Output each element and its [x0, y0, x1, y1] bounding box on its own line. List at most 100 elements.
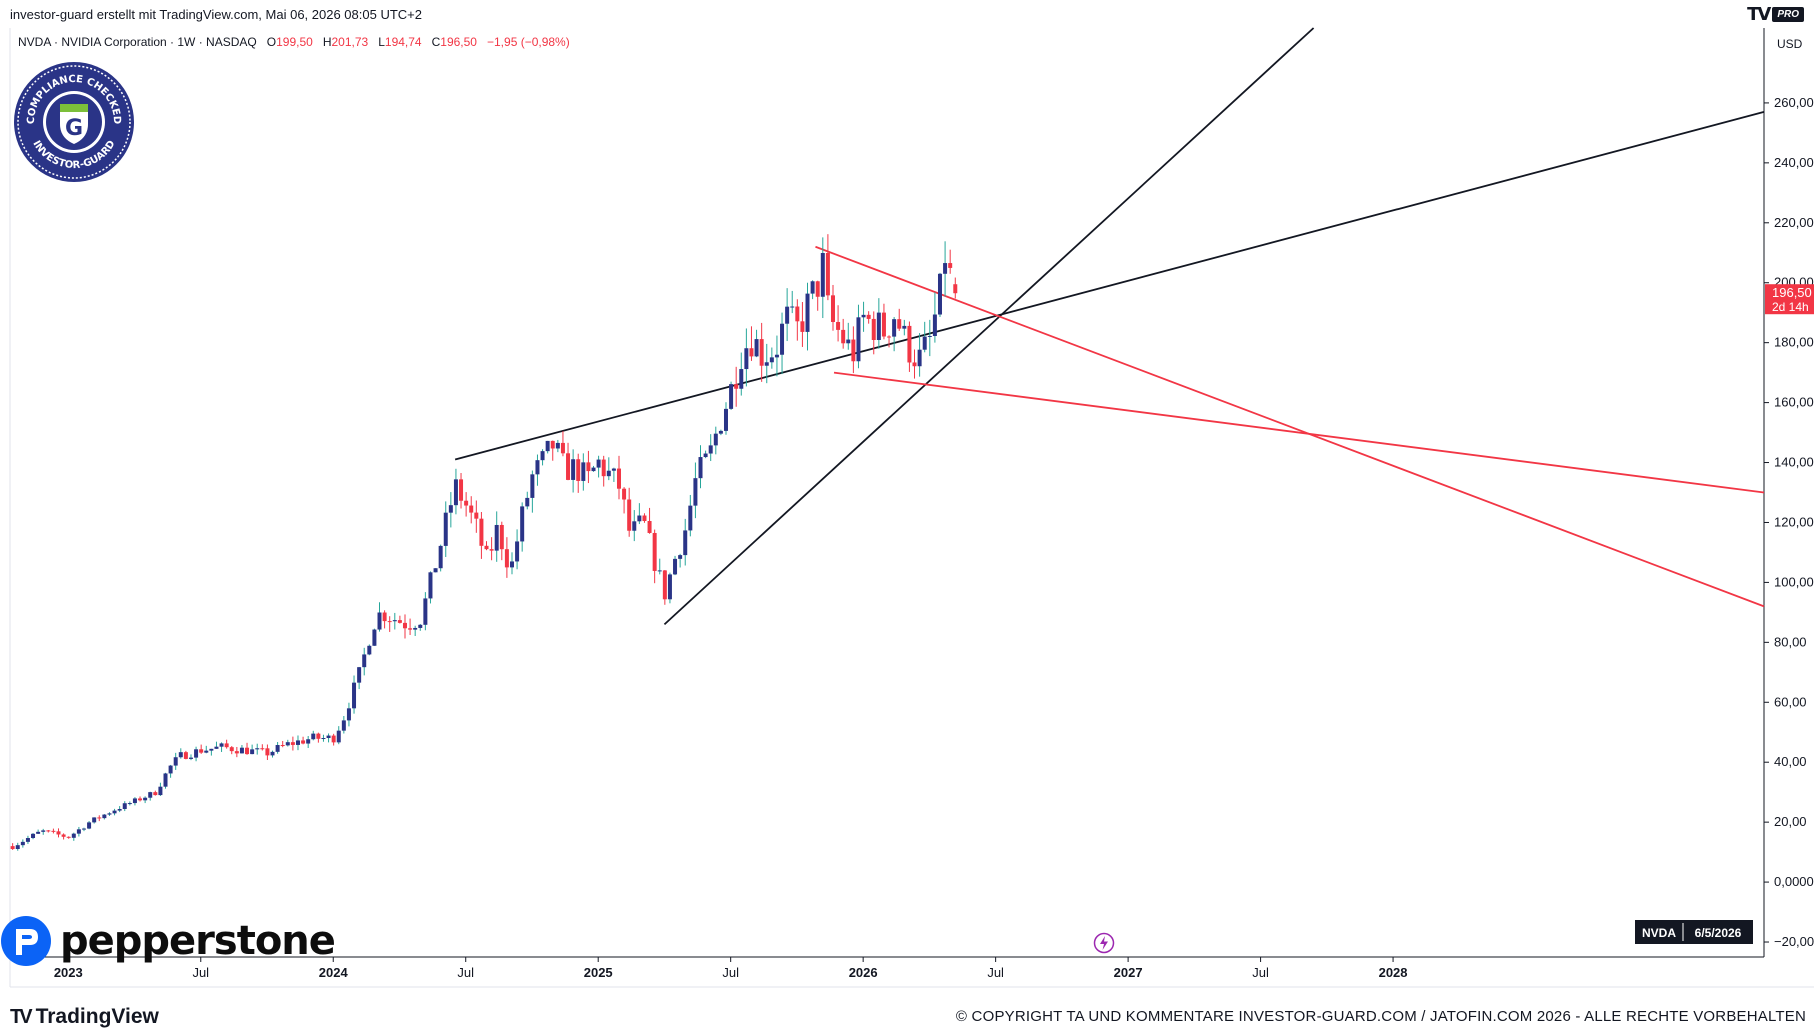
trendline[interactable] [815, 245, 1765, 608]
candle-body[interactable] [66, 836, 71, 838]
candle-body[interactable] [433, 568, 438, 573]
candle-body[interactable] [224, 743, 229, 748]
candle-body[interactable] [861, 314, 866, 318]
candle-body[interactable] [25, 838, 30, 842]
candle-body[interactable] [509, 561, 514, 568]
candle-body[interactable] [178, 752, 183, 758]
candle-body[interactable] [489, 549, 494, 551]
candle-body[interactable] [453, 479, 458, 506]
candle-body[interactable] [611, 468, 616, 471]
candle-body[interactable] [881, 312, 886, 337]
candle-body[interactable] [800, 321, 805, 332]
candle-body[interactable] [204, 750, 209, 753]
candle-body[interactable] [948, 263, 953, 268]
candle-body[interactable] [647, 520, 652, 533]
candle-body[interactable] [316, 733, 321, 739]
candle-body[interactable] [183, 752, 188, 759]
candle-body[interactable] [856, 317, 861, 362]
candle-body[interactable] [759, 339, 764, 366]
candle-body[interactable] [606, 470, 611, 477]
candle-body[interactable] [810, 281, 815, 294]
candle-body[interactable] [917, 349, 922, 367]
candle-body[interactable] [392, 620, 397, 622]
candle-body[interactable] [219, 743, 224, 747]
candle-body[interactable] [912, 362, 917, 367]
candle-body[interactable] [107, 813, 112, 815]
candle-body[interactable] [36, 831, 41, 834]
candle-body[interactable] [596, 459, 601, 468]
candle-body[interactable] [876, 312, 881, 340]
candle-body[interactable] [306, 739, 311, 744]
candle-body[interactable] [545, 440, 550, 452]
candle-body[interactable] [260, 748, 265, 750]
candle-body[interactable] [805, 293, 810, 332]
candle-body[interactable] [148, 792, 153, 798]
candle-body[interactable] [153, 792, 158, 796]
candle-body[interactable] [825, 253, 830, 296]
candle-body[interactable] [642, 515, 647, 521]
lightning-icon[interactable] [1093, 932, 1115, 954]
candle-body[interactable] [173, 757, 178, 766]
candle-body[interactable] [535, 460, 540, 475]
candle-body[interactable] [168, 765, 173, 774]
candle-body[interactable] [887, 336, 892, 338]
candle-body[interactable] [754, 339, 759, 357]
candle-body[interactable] [586, 462, 591, 472]
candle-body[interactable] [673, 558, 678, 575]
candle-body[interactable] [571, 459, 576, 480]
candle-body[interactable] [214, 746, 219, 749]
candle-body[interactable] [245, 747, 250, 755]
candle-body[interactable] [836, 321, 841, 330]
candle-body[interactable] [372, 629, 377, 646]
candle-body[interactable] [652, 532, 657, 571]
candle-body[interactable] [97, 817, 102, 819]
candle-body[interactable] [41, 830, 46, 832]
candle-body[interactable] [632, 521, 637, 531]
tradingview-pro-badge[interactable]: TV PRO [1747, 4, 1804, 25]
candle-body[interactable] [362, 654, 367, 668]
candle-body[interactable] [504, 549, 509, 568]
candle-body[interactable] [199, 749, 204, 753]
candle-body[interactable] [31, 833, 36, 839]
candle-body[interactable] [820, 253, 825, 297]
candle-body[interactable] [530, 474, 535, 498]
candle-body[interactable] [494, 524, 499, 551]
candle-body[interactable] [678, 555, 683, 559]
candle-body[interactable] [780, 323, 785, 355]
candle-body[interactable] [846, 339, 851, 344]
candle-body[interactable] [428, 572, 433, 599]
candle-body[interactable] [158, 786, 163, 796]
candle-body[interactable] [520, 506, 525, 542]
candle-body[interactable] [143, 797, 148, 801]
candle-body[interactable] [194, 749, 199, 758]
candle-body[interactable] [769, 357, 774, 363]
currency-label[interactable]: USD [1777, 37, 1803, 51]
candle-body[interactable] [576, 459, 581, 481]
candle-body[interactable] [117, 809, 122, 811]
candle-body[interactable] [138, 798, 143, 801]
candle-body[interactable] [581, 462, 586, 481]
candle-body[interactable] [469, 505, 474, 513]
trendline[interactable] [833, 371, 1765, 494]
candle-body[interactable] [499, 524, 504, 550]
candle-body[interactable] [443, 512, 448, 546]
candle-body[interactable] [102, 814, 107, 819]
candle-body[interactable] [851, 339, 856, 362]
candle-body[interactable] [698, 457, 703, 479]
candle-body[interactable] [438, 545, 443, 569]
candle-body[interactable] [657, 570, 662, 572]
candle-body[interactable] [662, 570, 667, 600]
candle-body[interactable] [209, 748, 214, 751]
candle-body[interactable] [321, 738, 326, 740]
candle-body[interactable] [484, 545, 489, 550]
candle-body[interactable] [71, 833, 76, 838]
candle-body[interactable] [188, 757, 193, 759]
candle-body[interactable] [830, 295, 835, 322]
candle-body[interactable] [341, 720, 346, 731]
candle-body[interactable] [20, 841, 25, 846]
trendline[interactable] [454, 111, 1765, 461]
candle-body[interactable] [163, 773, 168, 787]
candle-body[interactable] [932, 314, 937, 336]
candle-body[interactable] [479, 518, 484, 546]
candle-body[interactable] [464, 500, 469, 506]
